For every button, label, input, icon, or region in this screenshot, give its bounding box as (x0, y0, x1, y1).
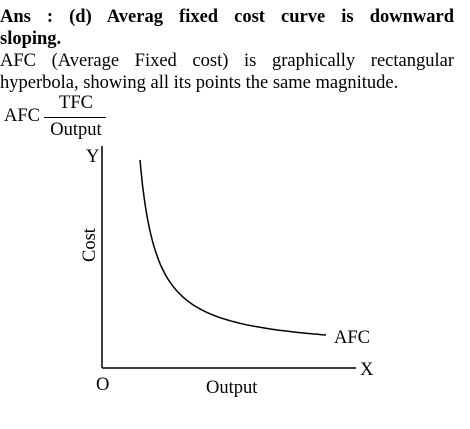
formula-numerator: TFC (59, 93, 93, 113)
x-axis-letter: X (360, 360, 374, 380)
answer-line-1: Ans : (d) Averag fixed cost curve is dow… (0, 7, 454, 27)
answer-line-2: sloping. (0, 29, 62, 49)
afc-curve-label: AFC (334, 328, 370, 348)
afc-formula: AFC TFC Output (0, 93, 120, 144)
formula-lhs: AFC (4, 106, 40, 126)
afc-curve (139, 159, 327, 336)
explanation-line-1: AFC (Average Fixed cost) is graphically … (0, 51, 454, 71)
x-axis-label: Output (206, 378, 258, 398)
origin-label: O (96, 375, 109, 395)
formula-denominator: Output (50, 120, 102, 140)
y-axis-letter: Y (86, 147, 99, 167)
formula-fraction-bar (44, 117, 106, 118)
explanation-line-2: hyperbola, showing all its points the sa… (0, 73, 399, 93)
y-axis-label: Cost (80, 227, 100, 262)
